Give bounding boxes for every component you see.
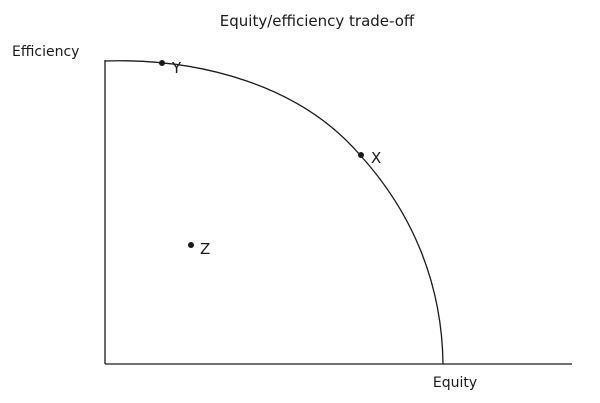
diagram-title: Equity/efficiency trade-off — [220, 12, 415, 30]
point-x-marker — [358, 152, 364, 158]
point-y-marker — [159, 60, 165, 66]
point-z-marker — [188, 242, 194, 248]
x-axis-label: Equity — [433, 375, 477, 391]
y-axis-label: Efficiency — [12, 44, 79, 60]
efficiency-equity-frontier — [104, 60, 444, 365]
point-z-label: Z — [200, 240, 210, 258]
point-y-label: Y — [171, 59, 182, 77]
point-x-label: X — [371, 149, 381, 167]
